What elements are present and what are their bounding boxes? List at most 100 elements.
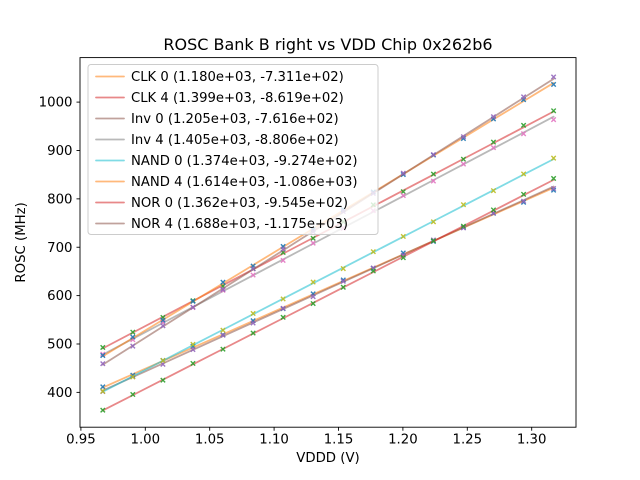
data-point-marker (280, 296, 286, 302)
data-point-marker (160, 377, 166, 383)
x-tick-label: 1.30 (517, 433, 547, 448)
legend-entry-Inv-0: Inv 0 (1.205e+03, -7.616e+02) (95, 112, 339, 127)
data-point-marker (100, 388, 106, 394)
data-point-marker (430, 219, 437, 225)
data-point-marker (400, 233, 406, 240)
legend: CLK 0 (1.180e+03, -7.311e+02) CLK 4 (1.39… (87, 64, 379, 235)
data-point-marker (100, 352, 106, 359)
data-point-marker (370, 248, 376, 255)
data-point-marker (100, 344, 106, 351)
data-point-marker (340, 265, 346, 272)
data-point-marker (310, 240, 316, 246)
data-point-marker (490, 207, 497, 213)
data-point-marker (430, 238, 437, 244)
data-point-marker (550, 116, 557, 123)
x-tick-label: 1.10 (259, 433, 289, 448)
x-tick-label: 1.05 (195, 433, 225, 448)
data-point-marker (220, 327, 226, 333)
legend-entry-CLK-4: CLK 4 (1.399e+03, -8.619e+02) (95, 91, 344, 106)
data-point-marker (460, 223, 467, 229)
data-point-marker (550, 175, 557, 182)
y-tick-label: 500 (47, 338, 72, 353)
data-point-marker (250, 320, 256, 326)
x-tick-label: 1.15 (324, 433, 354, 448)
y-tick-label: 600 (47, 289, 72, 304)
x-tick-label: 1.20 (388, 433, 418, 448)
data-point-marker (100, 384, 106, 390)
axes-spines (79, 57, 577, 428)
series-line-Inv-0 (101, 185, 555, 392)
data-point-marker (430, 171, 437, 177)
data-point-marker (220, 346, 226, 352)
series-line-NOR-0 (101, 178, 555, 412)
data-point-marker (310, 293, 316, 300)
data-point-marker (130, 329, 136, 335)
data-point-marker (520, 122, 527, 129)
data-point-marker (160, 323, 166, 329)
data-point-marker (490, 187, 497, 194)
x-axis-label: VDDD (V) (296, 451, 360, 466)
data-point-marker (460, 201, 467, 208)
legend-entry-CLK-0: CLK 0 (1.180e+03, -7.311e+02) (95, 70, 344, 85)
data-point-marker (310, 235, 316, 242)
data-point-marker (250, 272, 256, 278)
chart-title: ROSC Bank B right vs VDD Chip 0x262b6 (163, 35, 492, 54)
data-point-marker (190, 346, 196, 353)
data-point-marker (310, 279, 316, 285)
plot-area: 0.95 1.00 1.05 1.10 1.15 1.20 1.25 1.30 400 500 60… (39, 57, 577, 448)
data-point-marker (490, 114, 497, 120)
data-point-marker (190, 341, 196, 347)
data-point-marker (310, 300, 316, 307)
data-point-marker (520, 191, 527, 197)
data-point-marker (340, 278, 346, 284)
data-point-marker (130, 391, 136, 398)
y-tick-label: 1000 (39, 96, 73, 111)
data-point-marker (370, 268, 376, 274)
legend-label: NOR 4 (1.688e+03, -1.175e+03) (131, 217, 348, 232)
data-point-marker (100, 407, 106, 413)
data-point-marker (520, 198, 527, 204)
data-point-marker (280, 257, 286, 264)
data-point-marker (220, 286, 226, 293)
data-point-marker (400, 192, 406, 199)
data-point-marker (550, 155, 557, 161)
data-point-marker (490, 139, 497, 145)
legend-label: NAND 4 (1.614e+03, -1.086e+03) (131, 175, 358, 190)
legend-box (87, 64, 379, 235)
data-point-marker (550, 108, 557, 114)
y-axis-label: ROSC (MHz) (14, 202, 29, 282)
data-point-marker (220, 332, 226, 338)
data-point-marker (280, 314, 286, 320)
data-point-marker (250, 310, 256, 317)
data-point-marker (250, 330, 256, 336)
data-point-marker (280, 246, 286, 252)
data-point-marker (400, 170, 406, 176)
data-point-marker (130, 343, 136, 349)
data-point-marker (520, 171, 527, 177)
data-point-marker (130, 334, 136, 340)
legend-label: NOR 0 (1.362e+03, -9.545e+02) (131, 196, 348, 211)
data-point-marker (100, 360, 106, 367)
legend-entry-Inv-4: Inv 4 (1.405e+03, -8.806e+02) (95, 133, 339, 148)
data-point-marker (550, 187, 557, 193)
data-point-marker (190, 304, 196, 310)
legend-entry-NAND-4: NAND 4 (1.614e+03, -1.086e+03) (95, 175, 358, 190)
data-point-marker (190, 298, 196, 305)
legend-label: Inv 4 (1.405e+03, -8.806e+02) (131, 133, 339, 148)
y-tick-label: 800 (47, 192, 72, 207)
series-line-Inv-4 (101, 115, 555, 356)
data-point-marker (280, 305, 286, 311)
legend-label: CLK 0 (1.180e+03, -7.311e+02) (131, 70, 344, 85)
data-point-marker (160, 357, 166, 364)
series-line-NAND-0 (101, 158, 555, 393)
y-tick-label: 900 (47, 144, 72, 159)
data-point-marker (130, 374, 136, 380)
legend-label: CLK 4 (1.399e+03, -8.619e+02) (131, 91, 344, 106)
data-point-marker (160, 317, 166, 323)
data-point-marker (250, 266, 256, 272)
data-point-marker (190, 360, 196, 367)
data-point-marker (220, 279, 226, 285)
y-tick-label: 700 (47, 241, 72, 256)
legend-label: NAND 0 (1.374e+03, -9.274e+02) (131, 154, 358, 169)
